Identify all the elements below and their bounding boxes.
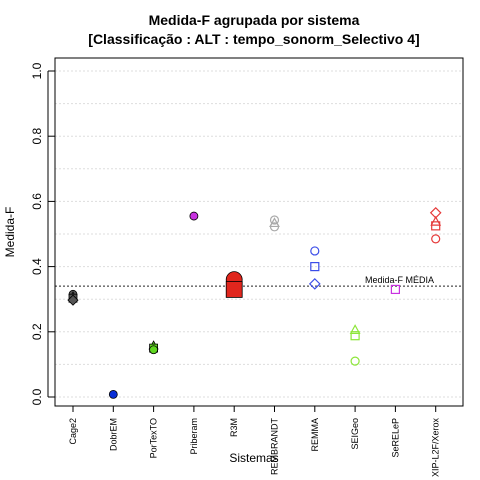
- y-tick-label: 1.0: [30, 62, 44, 79]
- y-tick-label: 0.6: [30, 193, 44, 210]
- x-tick-label: REMBRANDT: [270, 418, 280, 476]
- x-tick-label: Cage2: [68, 418, 78, 445]
- point-square: [310, 262, 320, 272]
- gridlines: [55, 70, 463, 398]
- y-tick-label: 0.2: [30, 323, 44, 340]
- point-square: [225, 281, 243, 298]
- point-circle: [431, 234, 441, 244]
- y-axis-label: Medida-F: [3, 207, 17, 258]
- point-circle: [189, 211, 199, 221]
- x-tick-label: SeRELeP: [390, 418, 400, 458]
- data-points: [67, 206, 442, 399]
- x-tick-label: SEIGeo: [350, 418, 360, 450]
- x-tick-label: XIP-L2F/Xerox: [431, 418, 441, 478]
- x-tick-label: Priberam: [189, 418, 199, 455]
- y-axis: 0.0 0.2 0.4 0.6 0.8 1.0: [30, 62, 55, 405]
- x-axis: Cage2 DobrEM PorTexTO Priberam R3M REMBRANDT R…: [68, 405, 441, 478]
- point-diamond: [308, 278, 321, 290]
- reference-line-label: Medida-F MÉDIA: [365, 275, 434, 285]
- point-square: [431, 221, 441, 231]
- y-tick-label: 0.4: [30, 258, 44, 275]
- x-tick-label: REMMA: [310, 418, 320, 452]
- point-triangle: [430, 215, 442, 226]
- point-circle: [108, 389, 118, 399]
- chart-title-line-1: Medida-F agrupada por sistema: [149, 12, 360, 28]
- point-circle: [350, 356, 360, 366]
- chart-title-line-2: [Classificação : ALT : tempo_sonorm_Sele…: [88, 31, 419, 47]
- point-circle: [310, 246, 320, 256]
- y-tick-label: 0.0: [30, 388, 44, 405]
- point-triangle: [269, 217, 280, 228]
- point-square: [390, 284, 400, 295]
- point-square: [350, 331, 360, 341]
- point-circle: [269, 215, 280, 225]
- point-circle: [269, 222, 280, 232]
- point-circle: [149, 345, 159, 355]
- y-tick-label: 0.8: [30, 128, 44, 145]
- reference-line-group: Medida-F MÉDIA: [55, 275, 463, 287]
- x-tick-label: DobrEM: [108, 418, 118, 451]
- x-tick-label: PorTexTO: [149, 418, 159, 458]
- point-triangle: [349, 324, 361, 334]
- point-diamond: [67, 294, 79, 306]
- x-axis-label: Sistemas: [229, 451, 278, 465]
- x-tick-label: R3M: [229, 418, 239, 437]
- plot-frame: [54, 57, 464, 407]
